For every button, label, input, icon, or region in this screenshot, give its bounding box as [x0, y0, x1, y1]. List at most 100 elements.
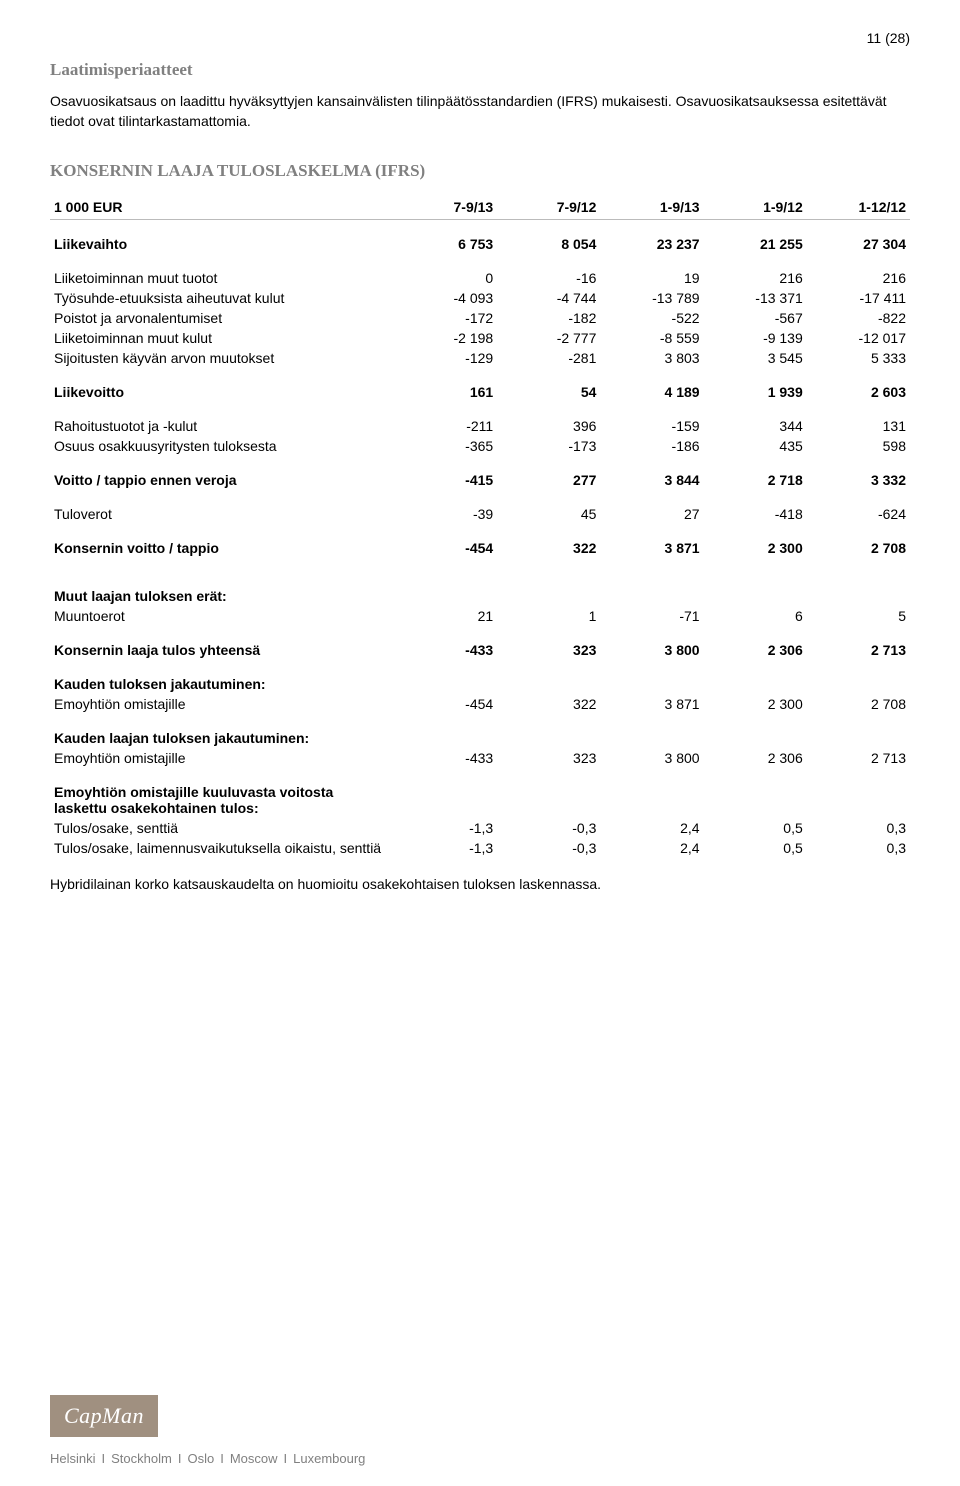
location-separator: I — [284, 1451, 288, 1466]
location-separator: I — [178, 1451, 182, 1466]
row-label: Konsernin laaja tulos yhteensä — [50, 640, 394, 660]
row-label: Kauden tuloksen jakautuminen: — [50, 674, 394, 694]
spacer-cell — [50, 524, 910, 538]
row-value — [704, 782, 807, 818]
location: Luxembourg — [293, 1451, 365, 1466]
row-value: -522 — [600, 308, 703, 328]
spacer-cell — [50, 456, 910, 470]
table-row — [50, 524, 910, 538]
table-row: Kauden tuloksen jakautuminen: — [50, 674, 910, 694]
location-separator: I — [102, 1451, 106, 1466]
row-value: 2 300 — [704, 538, 807, 558]
row-value — [600, 586, 703, 606]
row-label: Tuloverot — [50, 504, 394, 524]
row-value: -454 — [394, 694, 497, 714]
row-value: -567 — [704, 308, 807, 328]
row-label: Muuntoerot — [50, 606, 394, 626]
row-value: -186 — [600, 436, 703, 456]
row-label: Liikevaihto — [50, 234, 394, 254]
footnote: Hybridilainan korko katsauskaudelta on h… — [50, 876, 910, 892]
table-row: Liiketoiminnan muut kulut-2 198-2 777-8 … — [50, 328, 910, 348]
row-value: -2 198 — [394, 328, 497, 348]
table-row: Kauden laajan tuloksen jakautuminen: — [50, 728, 910, 748]
spacer-cell — [50, 558, 910, 572]
row-label: Tulos/osake, senttiä — [50, 818, 394, 838]
row-value — [704, 674, 807, 694]
row-value: 4 189 — [600, 382, 703, 402]
col-header: 7-9/13 — [394, 193, 497, 220]
row-value: 3 844 — [600, 470, 703, 490]
row-value — [807, 674, 910, 694]
row-value: 323 — [497, 748, 600, 768]
row-value: 323 — [497, 640, 600, 660]
table-row: Konsernin voitto / tappio-4543223 8712 3… — [50, 538, 910, 558]
row-value: 1 939 — [704, 382, 807, 402]
table-row: Rahoitustuotot ja -kulut-211396-15934413… — [50, 416, 910, 436]
col-header: 1-9/12 — [704, 193, 807, 220]
row-value — [497, 674, 600, 694]
row-value: 2 708 — [807, 694, 910, 714]
row-value: 2 300 — [704, 694, 807, 714]
row-value: -9 139 — [704, 328, 807, 348]
spacer-cell — [50, 660, 910, 674]
row-label: Liiketoiminnan muut tuotot — [50, 268, 394, 288]
col-header: 1-9/13 — [600, 193, 703, 220]
table-row: Tulos/osake, laimennusvaikutuksella oika… — [50, 838, 910, 858]
row-value: 45 — [497, 504, 600, 524]
spacer-cell — [50, 490, 910, 504]
table-row: Muut laajan tuloksen erät: — [50, 586, 910, 606]
row-value: 23 237 — [600, 234, 703, 254]
location: Oslo — [187, 1451, 214, 1466]
row-value: 3 800 — [600, 748, 703, 768]
row-value: 54 — [497, 382, 600, 402]
row-label: Sijoitusten käyvän arvon muutokset — [50, 348, 394, 368]
footer: CapMan HelsinkiIStockholmIOsloIMoscowILu… — [50, 1395, 910, 1466]
row-value: 0 — [394, 268, 497, 288]
section-title-principles: Laatimisperiaatteet — [50, 60, 910, 80]
table-row: Osuus osakkuusyritysten tuloksesta-365-1… — [50, 436, 910, 456]
row-label: Muut laajan tuloksen erät: — [50, 586, 394, 606]
row-value: -418 — [704, 504, 807, 524]
table-row: Liikevoitto161544 1891 9392 603 — [50, 382, 910, 402]
row-value: 0,5 — [704, 838, 807, 858]
location: Stockholm — [111, 1451, 172, 1466]
table-row — [50, 660, 910, 674]
row-label: Poistot ja arvonalentumiset — [50, 308, 394, 328]
row-value: -4 744 — [497, 288, 600, 308]
row-value: -1,3 — [394, 818, 497, 838]
spacer-cell — [50, 402, 910, 416]
row-value: 27 304 — [807, 234, 910, 254]
row-value: 598 — [807, 436, 910, 456]
table-row — [50, 558, 910, 572]
row-value — [394, 728, 497, 748]
table-row: Liikevaihto6 7538 05423 23721 25527 304 — [50, 234, 910, 254]
row-value: -12 017 — [807, 328, 910, 348]
row-value: 2,4 — [600, 838, 703, 858]
row-value: -454 — [394, 538, 497, 558]
row-value: -16 — [497, 268, 600, 288]
row-value: 161 — [394, 382, 497, 402]
capman-logo: CapMan — [50, 1395, 158, 1437]
row-value — [600, 674, 703, 694]
row-value: -433 — [394, 748, 497, 768]
col-header: 1-12/12 — [807, 193, 910, 220]
spacer-cell — [50, 220, 910, 234]
row-value: 396 — [497, 416, 600, 436]
row-value: 3 803 — [600, 348, 703, 368]
table-row — [50, 368, 910, 382]
row-value — [600, 782, 703, 818]
row-value: 2 708 — [807, 538, 910, 558]
row-label: Rahoitustuotot ja -kulut — [50, 416, 394, 436]
row-value: 3 332 — [807, 470, 910, 490]
table-row: Työsuhde-etuuksista aiheutuvat kulut-4 0… — [50, 288, 910, 308]
location: Moscow — [230, 1451, 278, 1466]
row-value — [807, 728, 910, 748]
row-label: Liikevoitto — [50, 382, 394, 402]
row-value: 216 — [807, 268, 910, 288]
row-value: 0,3 — [807, 838, 910, 858]
row-value — [394, 782, 497, 818]
section-title-income-statement: KONSERNIN LAAJA TULOSLASKELMA (IFRS) — [50, 161, 910, 181]
row-value: -39 — [394, 504, 497, 524]
row-value: -0,3 — [497, 838, 600, 858]
row-value: 27 — [600, 504, 703, 524]
